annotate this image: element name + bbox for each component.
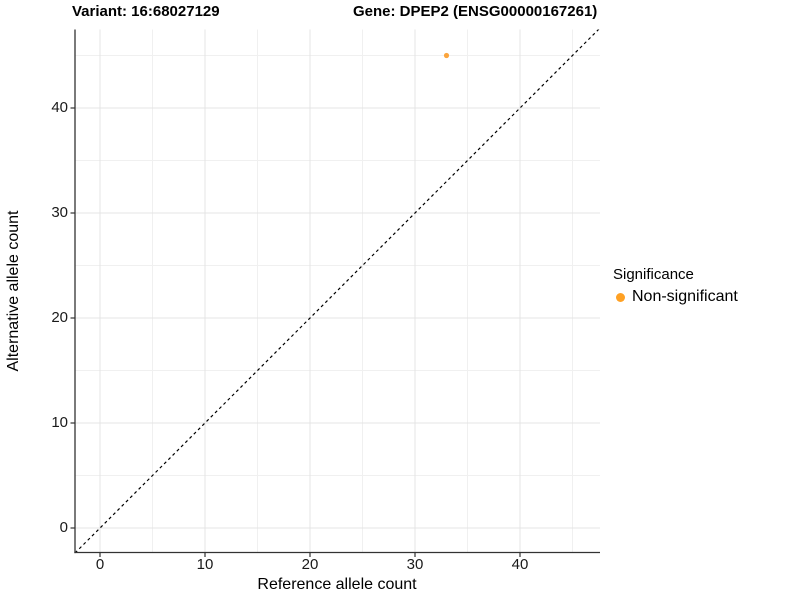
legend-point-icon (616, 292, 625, 302)
y-tick-label: 40 (51, 99, 68, 116)
x-tick-label: 20 (301, 556, 319, 573)
y-tick-label: 30 (51, 204, 68, 221)
legend-item: Non-significant (613, 288, 738, 306)
identity-dashed-line (75, 29, 600, 553)
x-axis-label: Reference allele count (257, 576, 417, 593)
legend-title: Significance (613, 266, 694, 283)
y-tick-label: 0 (59, 519, 68, 536)
data-point (443, 52, 450, 59)
x-tick-label: 30 (406, 556, 424, 573)
y-tick-label: 10 (51, 414, 68, 431)
x-tick-label: 40 (511, 556, 529, 573)
legend: Significance Non-significant (613, 266, 738, 306)
plot-title-gene: Gene: DPEP2 (ENSG00000167261) (353, 3, 598, 20)
x-tick-label: 0 (95, 556, 105, 573)
x-tick-label: 10 (196, 556, 214, 573)
panel-content (75, 29, 600, 553)
y-axis-label: Alternative allele count (5, 210, 22, 372)
plot-title-variant: Variant: 16:68027129 (72, 3, 220, 20)
y-tick-label: 20 (51, 309, 68, 326)
legend-item-label: Non-significant (632, 288, 738, 305)
